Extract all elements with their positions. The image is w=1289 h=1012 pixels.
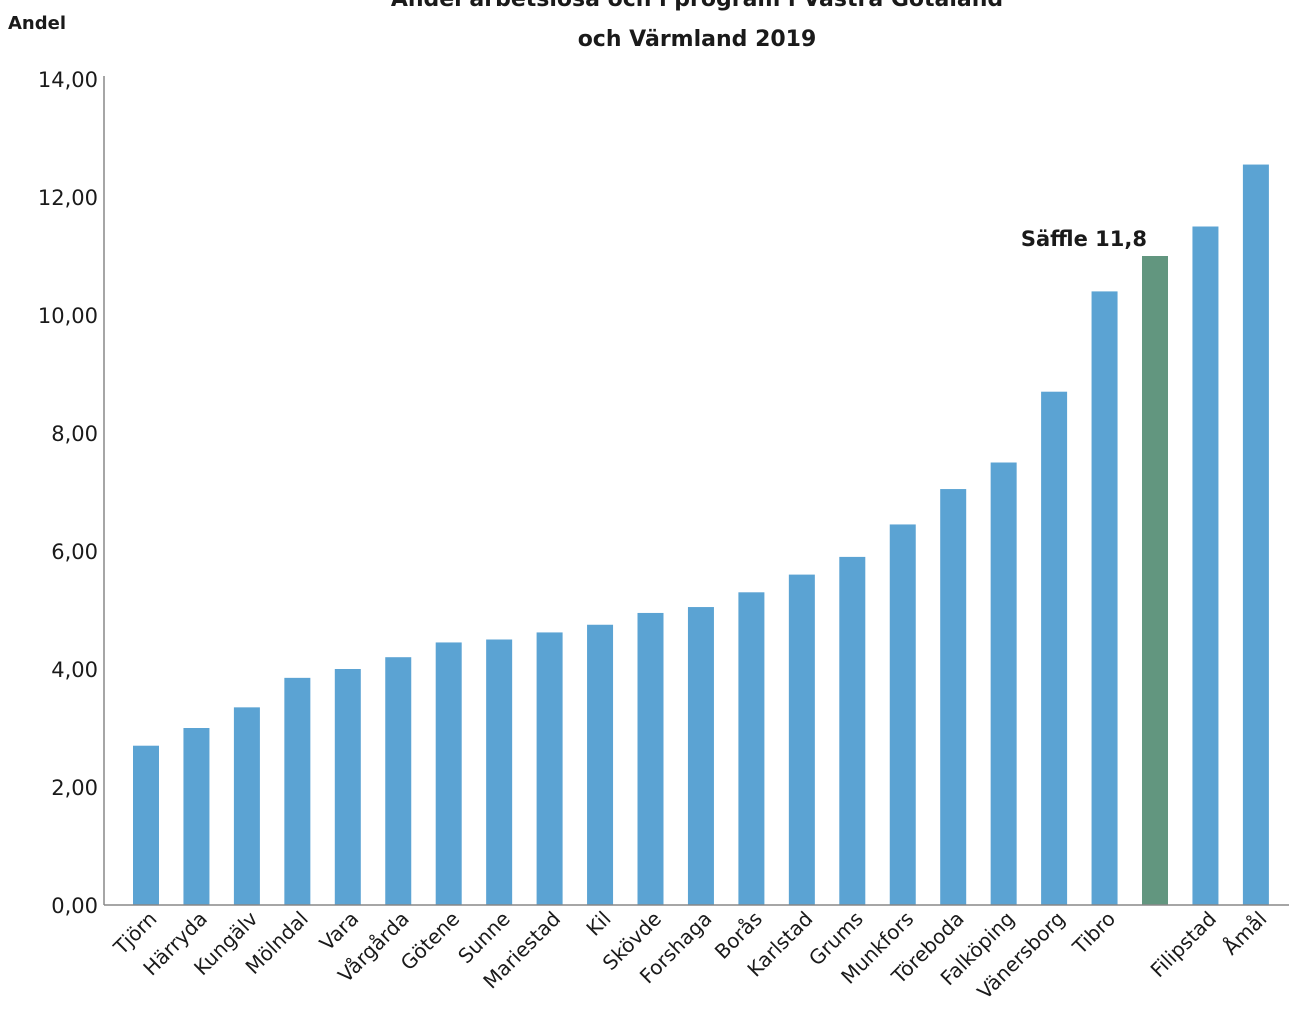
bar [334, 669, 361, 905]
bar [1041, 391, 1068, 905]
bar [889, 524, 916, 905]
bar [133, 745, 159, 905]
bars [133, 164, 1269, 906]
bar [385, 657, 412, 905]
bar [587, 624, 614, 905]
x-category-label: Kil [581, 907, 615, 941]
bar [637, 612, 664, 905]
bar [284, 677, 311, 905]
bar [536, 632, 563, 905]
bar [1091, 291, 1118, 905]
y-axis-label: Andel [8, 13, 66, 34]
bar [788, 574, 815, 905]
chart-title-line-2: och Värmland 2019 [578, 27, 817, 52]
bar [738, 592, 765, 905]
y-axis-ticks: 0,00 2,00 4,00 6,00 8,00 10,00 12,00 14,00 [38, 68, 98, 918]
bar [839, 556, 866, 905]
y-tick-label: 10,00 [38, 304, 98, 328]
bar [1142, 256, 1168, 905]
y-tick-label: 14,00 [38, 68, 98, 92]
bar [486, 639, 513, 905]
y-tick-label: 8,00 [51, 422, 98, 446]
x-category-label: Åmål [1218, 907, 1271, 960]
bar [435, 642, 462, 905]
bar [1192, 226, 1219, 905]
y-tick-label: 6,00 [51, 540, 98, 564]
bar [183, 728, 210, 905]
y-tick-label: 2,00 [51, 776, 98, 800]
bar [940, 489, 967, 905]
highlight-annotation: Säffle 11,8 [1021, 227, 1147, 251]
y-tick-label: 12,00 [38, 186, 98, 210]
bar [687, 607, 714, 905]
y-tick-label: 4,00 [51, 658, 98, 682]
chart-title-line-1: Andel arbetslösa och i program i Västra … [391, 0, 1003, 12]
bar [1242, 164, 1269, 906]
x-category-label: Tibro [1067, 907, 1120, 960]
x-category-label: Filipstad [1146, 907, 1221, 982]
bar [990, 462, 1017, 905]
bar [233, 707, 260, 905]
y-tick-label: 0,00 [51, 894, 98, 918]
